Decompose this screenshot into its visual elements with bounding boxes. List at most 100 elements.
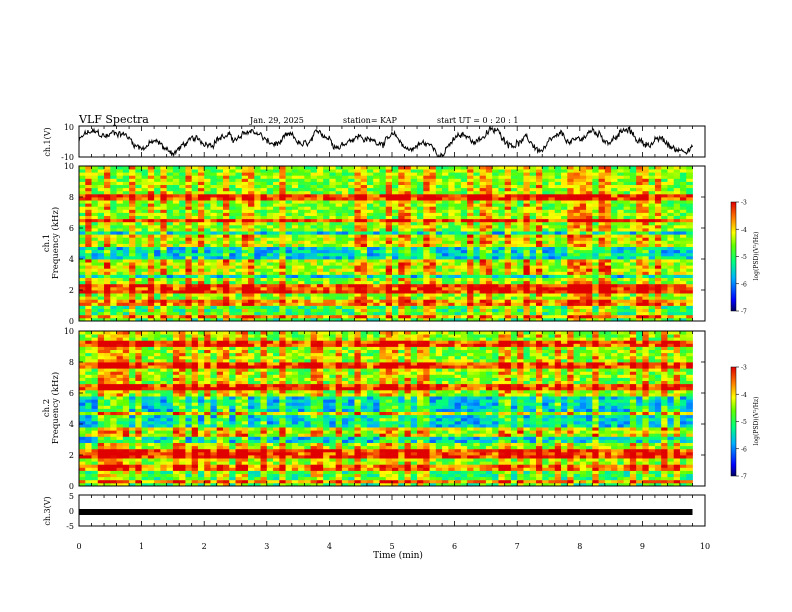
spec-cell bbox=[185, 234, 193, 238]
spec-cell bbox=[548, 259, 556, 263]
spec-cell bbox=[273, 311, 280, 316]
spec-cell bbox=[248, 224, 255, 229]
spec-cell bbox=[686, 190, 693, 195]
spec-cell bbox=[535, 271, 543, 275]
spec-cell bbox=[673, 166, 681, 170]
spec-cell bbox=[291, 231, 299, 235]
spec-cell bbox=[429, 197, 437, 201]
spec-cell bbox=[273, 209, 280, 213]
spec-cell bbox=[279, 237, 286, 241]
ch2-spectrogram-cells bbox=[79, 331, 693, 487]
spec-cell bbox=[479, 166, 487, 170]
spec-cell bbox=[504, 184, 512, 189]
spec-cell bbox=[373, 240, 380, 244]
spec-cell bbox=[348, 314, 355, 319]
spec-cell bbox=[529, 277, 537, 282]
spec-cell bbox=[141, 234, 149, 238]
spec-cell bbox=[561, 305, 568, 309]
spec-cell bbox=[160, 212, 168, 216]
spec-cell bbox=[517, 255, 524, 260]
spec-cell bbox=[141, 296, 149, 300]
spec-cell bbox=[548, 249, 556, 254]
spec-cell bbox=[417, 224, 424, 229]
spec-cell bbox=[504, 200, 512, 204]
spec-cell bbox=[573, 181, 581, 185]
spec-cell bbox=[166, 262, 174, 266]
spec-cell bbox=[485, 277, 493, 282]
spec-cell bbox=[341, 240, 349, 244]
spec-cell bbox=[229, 169, 236, 173]
spec-cell bbox=[304, 286, 312, 291]
spec-cell bbox=[686, 274, 693, 278]
spec-cell bbox=[623, 317, 631, 322]
spec-cell bbox=[673, 200, 681, 204]
spec-cell bbox=[160, 221, 168, 226]
spec-cell bbox=[373, 259, 380, 263]
spec-cell bbox=[172, 274, 180, 278]
spec-cell bbox=[542, 197, 549, 201]
spec-cell bbox=[629, 175, 637, 179]
spec-cell bbox=[648, 190, 656, 195]
spec-cell bbox=[248, 314, 255, 319]
spec-cell bbox=[617, 311, 625, 316]
spec-cell bbox=[329, 221, 337, 226]
spec-cell bbox=[260, 218, 268, 223]
spec-cell bbox=[417, 308, 424, 313]
spec-cell bbox=[435, 271, 443, 275]
spec-cell bbox=[548, 197, 556, 201]
spec-cell bbox=[185, 215, 193, 220]
spec-cell bbox=[97, 206, 105, 210]
spec-cell bbox=[147, 212, 155, 216]
spec-cell bbox=[97, 243, 105, 247]
spec-cell bbox=[548, 290, 556, 294]
spec-cell bbox=[623, 197, 631, 201]
spec-cell bbox=[273, 302, 280, 306]
spec-cell bbox=[135, 203, 142, 207]
spec-cell bbox=[654, 317, 662, 322]
spec-cell bbox=[141, 252, 149, 257]
spec-cell bbox=[141, 240, 149, 244]
spec-cell bbox=[586, 259, 593, 263]
spec-cell bbox=[354, 290, 362, 294]
spec-cell bbox=[160, 268, 168, 272]
spec-cell bbox=[554, 209, 562, 213]
spec-cell bbox=[135, 314, 142, 319]
spec-cell bbox=[498, 252, 506, 257]
spec-cell bbox=[91, 184, 99, 189]
spec-cell bbox=[423, 187, 430, 192]
spec-cell bbox=[116, 255, 124, 260]
spec-cell bbox=[104, 246, 111, 251]
spec-cell bbox=[385, 299, 393, 303]
spec-cell bbox=[548, 212, 556, 216]
spec-cell bbox=[598, 190, 606, 195]
spec-cell bbox=[579, 178, 587, 182]
spec-cell bbox=[210, 197, 218, 201]
spec-cell bbox=[648, 234, 656, 238]
spec-cell bbox=[404, 243, 412, 247]
spec-cell bbox=[266, 265, 274, 269]
spec-cell bbox=[210, 283, 218, 288]
spec-cell bbox=[473, 271, 481, 275]
spec-cell bbox=[329, 193, 337, 198]
spec-cell bbox=[617, 290, 625, 294]
spec-cell bbox=[160, 259, 168, 263]
spec-cell bbox=[417, 203, 424, 207]
spec-cell bbox=[254, 212, 261, 216]
spec-cell bbox=[141, 299, 149, 303]
spec-cell bbox=[435, 302, 443, 306]
spec-cell bbox=[141, 221, 149, 226]
spec-cell bbox=[642, 166, 650, 170]
spec-cell bbox=[147, 259, 155, 263]
spec-cell bbox=[392, 240, 399, 244]
spec-cell bbox=[310, 190, 318, 195]
spec-cell bbox=[523, 311, 531, 316]
spec-cell bbox=[485, 317, 493, 322]
spec-cell bbox=[542, 262, 549, 266]
spec-cell bbox=[97, 200, 105, 204]
spec-cell bbox=[398, 252, 405, 257]
spec-cell bbox=[172, 218, 180, 223]
spec-cell bbox=[567, 314, 574, 319]
spec-cell bbox=[686, 175, 693, 179]
spec-cell bbox=[279, 268, 286, 272]
spec-cell bbox=[354, 172, 362, 176]
